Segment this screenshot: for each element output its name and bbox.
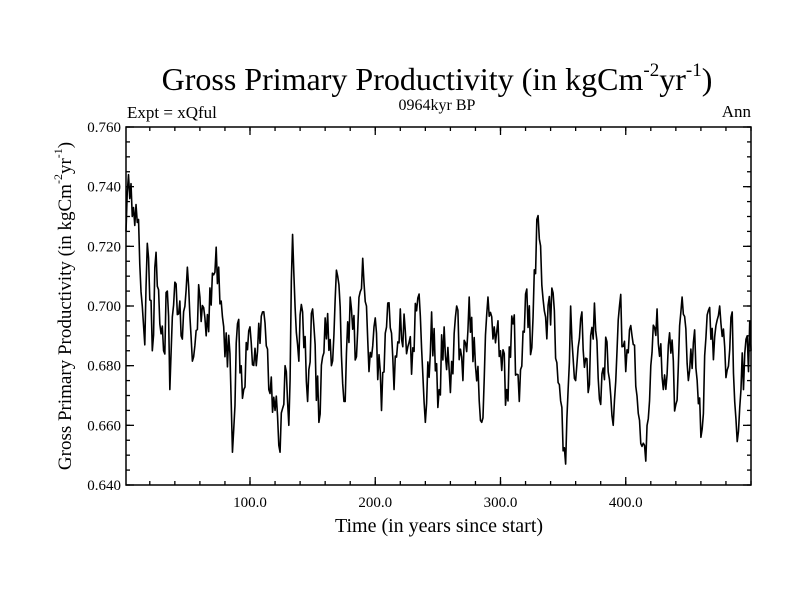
y-axis-label-main: Gross Primary Productivity (in kgCm (55, 184, 76, 470)
gpp-series-line (125, 173, 752, 465)
y-axis-label: Gross Primary Productivity (in kgCm-2yr-… (51, 142, 76, 470)
x-tick-label: 400.0 (609, 495, 643, 511)
period-label: 0964kyr BP (399, 97, 476, 114)
y-tick-label: 0.700 (87, 299, 121, 315)
experiment-label: Expt = xQful (127, 103, 217, 122)
x-tick-label: 200.0 (358, 495, 392, 511)
chart-title-mid: yr (659, 61, 686, 97)
x-tick-label: 100.0 (233, 495, 267, 511)
y-axis-label-sup2: -1 (51, 148, 65, 158)
y-axis-label-end: ) (55, 142, 76, 148)
chart-title: Gross Primary Productivity (in kgCm-2yr-… (162, 60, 713, 97)
chart-title-sup1: -2 (643, 60, 659, 81)
y-tick-label: 0.660 (87, 418, 121, 434)
y-tick-label: 0.760 (87, 120, 121, 136)
y-tick-label: 0.680 (87, 359, 121, 375)
y-tick-label: 0.720 (87, 239, 121, 255)
chart-title-end: ) (702, 61, 713, 97)
y-tick-label: 0.640 (87, 478, 121, 494)
axis-ticks (126, 126, 752, 486)
plot-frame (125, 126, 752, 486)
y-tick-label: 0.740 (87, 180, 121, 196)
x-tick-label: 300.0 (484, 495, 518, 511)
x-axis-label: Time (in years since start) (335, 515, 543, 537)
axis-tick-labels: 0.640 0.660 0.680 0.700 0.720 0.740 0.760 100.0… (87, 120, 642, 511)
y-axis-label-sup1: -2 (51, 174, 65, 184)
chart-title-sup2: -1 (686, 60, 702, 81)
season-label: Ann (722, 102, 752, 121)
chart-title-main: Gross Primary Productivity (in kgCm (162, 61, 644, 97)
y-axis-label-mid: yr (55, 158, 76, 175)
